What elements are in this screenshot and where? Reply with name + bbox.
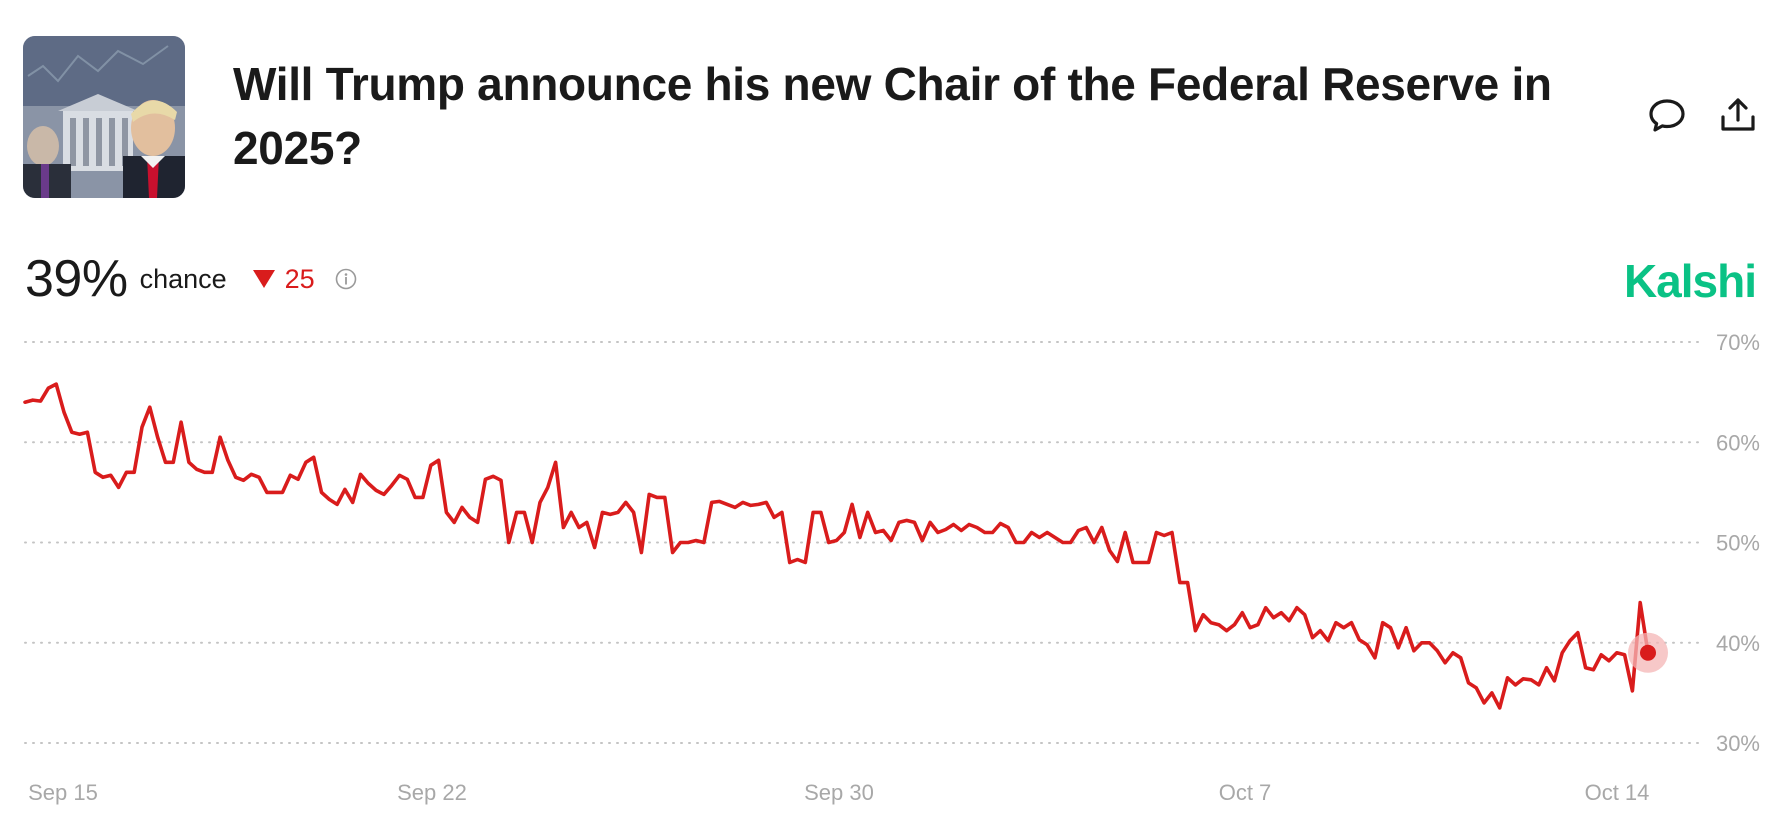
chance-label: chance [139,263,227,294]
info-icon[interactable] [335,268,357,290]
y-tick-label: 60% [1716,430,1760,455]
change-value: 25 [284,263,315,294]
current-point[interactable] [1640,644,1656,661]
y-tick-label: 70% [1716,330,1760,355]
comment-button[interactable] [1645,93,1689,137]
x-tick-label: Sep 15 [28,780,98,805]
x-tick-label: Oct 14 [1585,780,1650,805]
y-tick-label: 50% [1716,531,1760,556]
probability-value: 39% [25,250,128,308]
probability-chart: 70% 60% 50% 40% 30% Sep 15 Sep 22 Sep 30 Oct 7 O… [23,330,1760,805]
y-tick-label: 40% [1716,631,1760,656]
x-tick-label: Sep 22 [397,780,467,805]
x-tick-label: Sep 30 [804,780,874,805]
market-title: Will Trump announce his new Chair of the… [233,58,1552,174]
x-axis-ticks: Sep 15 Sep 22 Sep 30 Oct 7 Oct 14 [28,780,1649,805]
x-tick-label: Oct 7 [1219,780,1272,805]
series-line [23,382,1650,710]
share-icon [1721,98,1755,131]
chart-grid [24,341,1701,744]
comment-icon [1649,99,1685,132]
market-thumbnail-image [23,36,185,198]
market-thumbnail [23,36,185,198]
down-triangle-icon [252,270,275,288]
y-tick-label: 30% [1716,731,1760,756]
share-button[interactable] [1716,93,1760,137]
y-axis-ticks: 70% 60% 50% 40% 30% [1716,330,1760,756]
kalshi-logo[interactable]: Kalshi [1623,255,1757,307]
probability-summary: 39% chance 25 [25,244,357,314]
